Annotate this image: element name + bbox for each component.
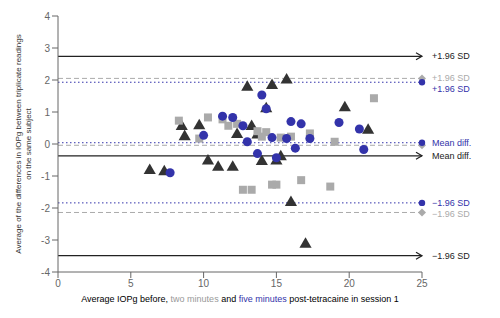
svg-text:0: 0 xyxy=(55,278,61,289)
svg-text:25: 25 xyxy=(416,278,428,289)
svg-text:+1.96 SD: +1.96 SD xyxy=(432,73,470,83)
svg-text:−1.96 SD: −1.96 SD xyxy=(432,251,470,261)
svg-text:−1.96 SD: −1.96 SD xyxy=(432,209,470,219)
svg-text:-3: -3 xyxy=(41,235,50,246)
svg-text:20: 20 xyxy=(344,278,356,289)
svg-text:Mean diff.: Mean diff. xyxy=(432,151,471,161)
svg-text:2: 2 xyxy=(44,75,50,86)
svg-text:Average of the differences in: Average of the differences in IOPg betwe… xyxy=(14,34,33,253)
svg-text:−1.96 SD: −1.96 SD xyxy=(432,198,470,208)
svg-text:Average IOPg before, two minut: Average IOPg before, two minutes and fiv… xyxy=(81,294,399,304)
svg-text:Mean diff.: Mean diff. xyxy=(432,138,471,148)
svg-text:10: 10 xyxy=(198,278,210,289)
svg-text:1: 1 xyxy=(44,107,50,118)
svg-text:-4: -4 xyxy=(41,267,50,278)
svg-text:+1.96 SD: +1.96 SD xyxy=(432,51,470,61)
svg-text:3: 3 xyxy=(44,43,50,54)
svg-text:-1: -1 xyxy=(41,171,50,182)
svg-text:4: 4 xyxy=(44,11,50,22)
svg-text:5: 5 xyxy=(128,278,134,289)
svg-text:-2: -2 xyxy=(41,203,50,214)
svg-text:15: 15 xyxy=(271,278,283,289)
svg-text:0: 0 xyxy=(44,139,50,150)
svg-text:+1.96 SD: +1.96 SD xyxy=(432,84,470,94)
